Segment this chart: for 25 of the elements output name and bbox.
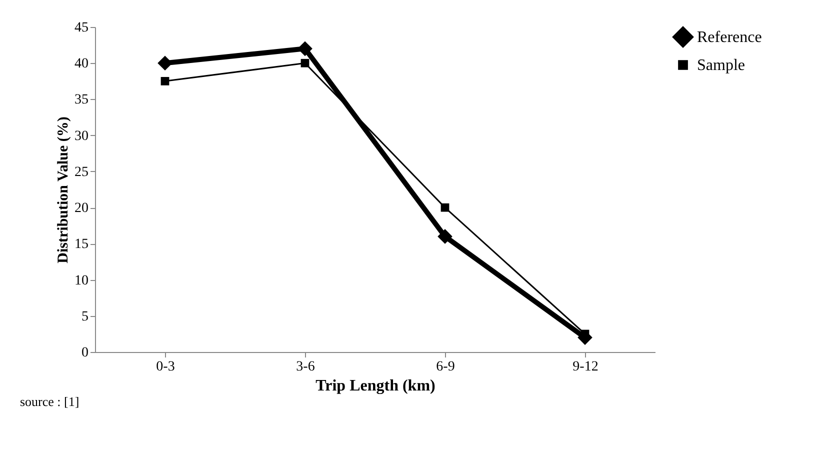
x-tick-label: 6-9 [436,360,455,374]
point [160,76,170,86]
y-axis-title: Distribution Value (%) [56,116,72,264]
y-tick-label: 35 [74,92,88,108]
x-axis-title: Trip Length (km) [316,378,436,394]
x-tick-label: 3-6 [296,360,315,374]
point [158,56,172,71]
y-tick-label: 5 [82,309,88,324]
legend-label: Sample [697,57,745,74]
legend-label: Reference [697,29,762,46]
point [440,203,450,212]
x-tick-label: 0-3 [156,360,175,374]
y-tick-label: 45 [74,20,88,36]
y-tick-label: 20 [74,201,88,216]
y-tick-label: 40 [74,56,88,72]
y-tick-label: 15 [74,237,88,252]
y-tick-label: 10 [74,273,88,288]
point [438,229,452,244]
source-note: source : [1] [20,394,80,409]
y-tick-label: 25 [74,164,88,180]
point [300,58,310,68]
point [298,41,312,56]
y-tick-label: 30 [74,128,88,144]
x-tick-label: 9-12 [572,360,598,374]
y-tick-label: 0 [82,346,88,360]
